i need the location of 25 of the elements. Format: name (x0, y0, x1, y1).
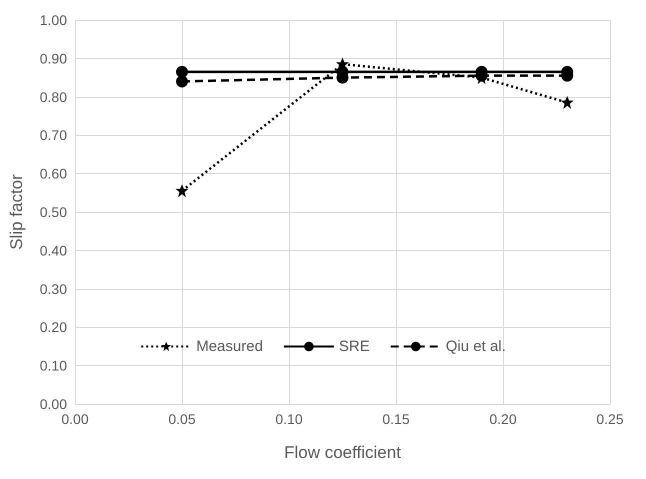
x-tick-label: 0.10 (275, 411, 303, 427)
point (176, 184, 188, 198)
y-tick-label: 0.80 (40, 88, 68, 105)
legend-label: Qiu et al. (446, 338, 506, 355)
legend-label: Measured (196, 338, 263, 355)
y-tick-label: 0.60 (40, 166, 68, 182)
y-tick-label: 0.10 (40, 358, 68, 374)
y-tick-label: 1.00 (40, 12, 68, 28)
y-tick-label: 0.00 (40, 396, 68, 412)
y-tick-label: 0.70 (40, 127, 68, 144)
x-tick-label: 0.15 (382, 411, 410, 427)
x-tick-label: 0.25 (596, 411, 624, 427)
y-axis-title: Slip factor (7, 174, 26, 250)
y-tick-label: 0.90 (40, 50, 68, 66)
x-tick-label: 0.20 (489, 411, 517, 427)
x-axis-title: Flow coefficient (284, 443, 402, 462)
point (176, 75, 188, 88)
x-tick-label: 0.05 (168, 411, 196, 427)
y-tick-label: 0.30 (40, 280, 68, 297)
y-tick-label: 0.20 (40, 319, 68, 336)
y-tick-label: 0.40 (40, 242, 68, 258)
legend-label: SRE (338, 338, 370, 355)
point (560, 96, 574, 110)
x-tick-label: 0.00 (61, 411, 89, 427)
y-tick-label: 0.50 (40, 204, 68, 220)
